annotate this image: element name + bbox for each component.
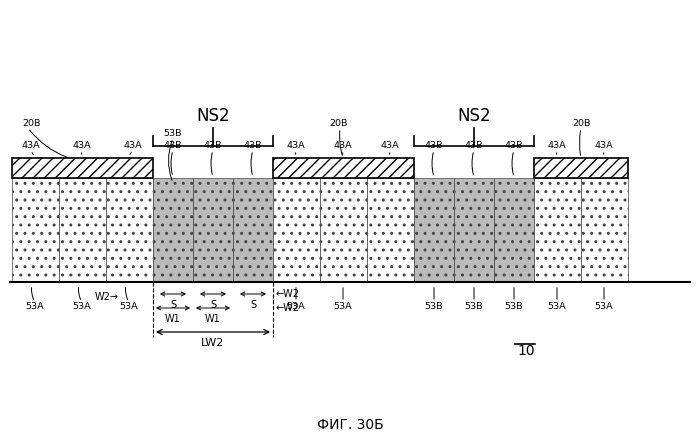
Text: 53B: 53B — [505, 302, 524, 311]
Text: 43A: 43A — [73, 141, 91, 150]
Text: 43B: 43B — [164, 141, 182, 150]
Bar — [534, 178, 581, 282]
Text: 43A: 43A — [287, 141, 305, 150]
Text: 53A: 53A — [73, 302, 91, 311]
Bar — [12, 178, 59, 282]
Text: LW2: LW2 — [202, 338, 225, 348]
Text: ФИГ. 30Б: ФИГ. 30Б — [316, 418, 384, 432]
Text: 43B: 43B — [204, 141, 223, 150]
Bar — [414, 178, 454, 282]
Bar — [273, 178, 320, 282]
Text: 20B: 20B — [572, 119, 590, 128]
Bar — [367, 178, 414, 282]
Text: S: S — [210, 300, 216, 310]
Text: NS2: NS2 — [196, 107, 230, 125]
Bar — [534, 158, 628, 178]
Bar — [153, 178, 193, 282]
Text: 43B: 43B — [465, 141, 483, 150]
Bar — [320, 178, 367, 282]
Text: 20B: 20B — [329, 119, 347, 128]
Text: 43A: 43A — [595, 141, 613, 150]
Text: 53A: 53A — [120, 302, 139, 311]
Text: ←W2: ←W2 — [276, 289, 300, 299]
Text: 53A: 53A — [26, 302, 44, 311]
Text: 53B: 53B — [425, 302, 443, 311]
Text: 43A: 43A — [381, 141, 399, 150]
Bar — [12, 158, 153, 178]
Text: 43A: 43A — [124, 141, 142, 150]
Text: 10: 10 — [517, 344, 535, 358]
Text: NS2: NS2 — [457, 107, 491, 125]
Text: S: S — [170, 300, 176, 310]
Text: ←W2: ←W2 — [276, 303, 300, 313]
Bar — [273, 158, 414, 178]
Bar — [193, 178, 233, 282]
Text: 43B: 43B — [425, 141, 443, 150]
Bar — [494, 178, 534, 282]
Text: 43A: 43A — [334, 141, 352, 150]
Text: 20B: 20B — [22, 119, 41, 128]
Text: 53B: 53B — [164, 129, 182, 138]
Text: 43B: 43B — [244, 141, 262, 150]
Text: 43B: 43B — [505, 141, 524, 150]
Bar — [106, 178, 153, 282]
Text: W1: W1 — [205, 314, 221, 324]
Text: 53A: 53A — [334, 302, 352, 311]
Text: W2→: W2→ — [95, 292, 119, 302]
Text: S: S — [250, 300, 256, 310]
Bar — [59, 178, 106, 282]
Bar — [233, 178, 273, 282]
Text: W1: W1 — [165, 314, 181, 324]
Bar — [581, 178, 628, 282]
Text: 43A: 43A — [547, 141, 566, 150]
Text: 53A: 53A — [287, 302, 305, 311]
Text: 53A: 53A — [595, 302, 613, 311]
Text: 53A: 53A — [547, 302, 566, 311]
Text: 43A: 43A — [22, 141, 41, 150]
Bar — [454, 178, 494, 282]
Text: 53B: 53B — [465, 302, 483, 311]
